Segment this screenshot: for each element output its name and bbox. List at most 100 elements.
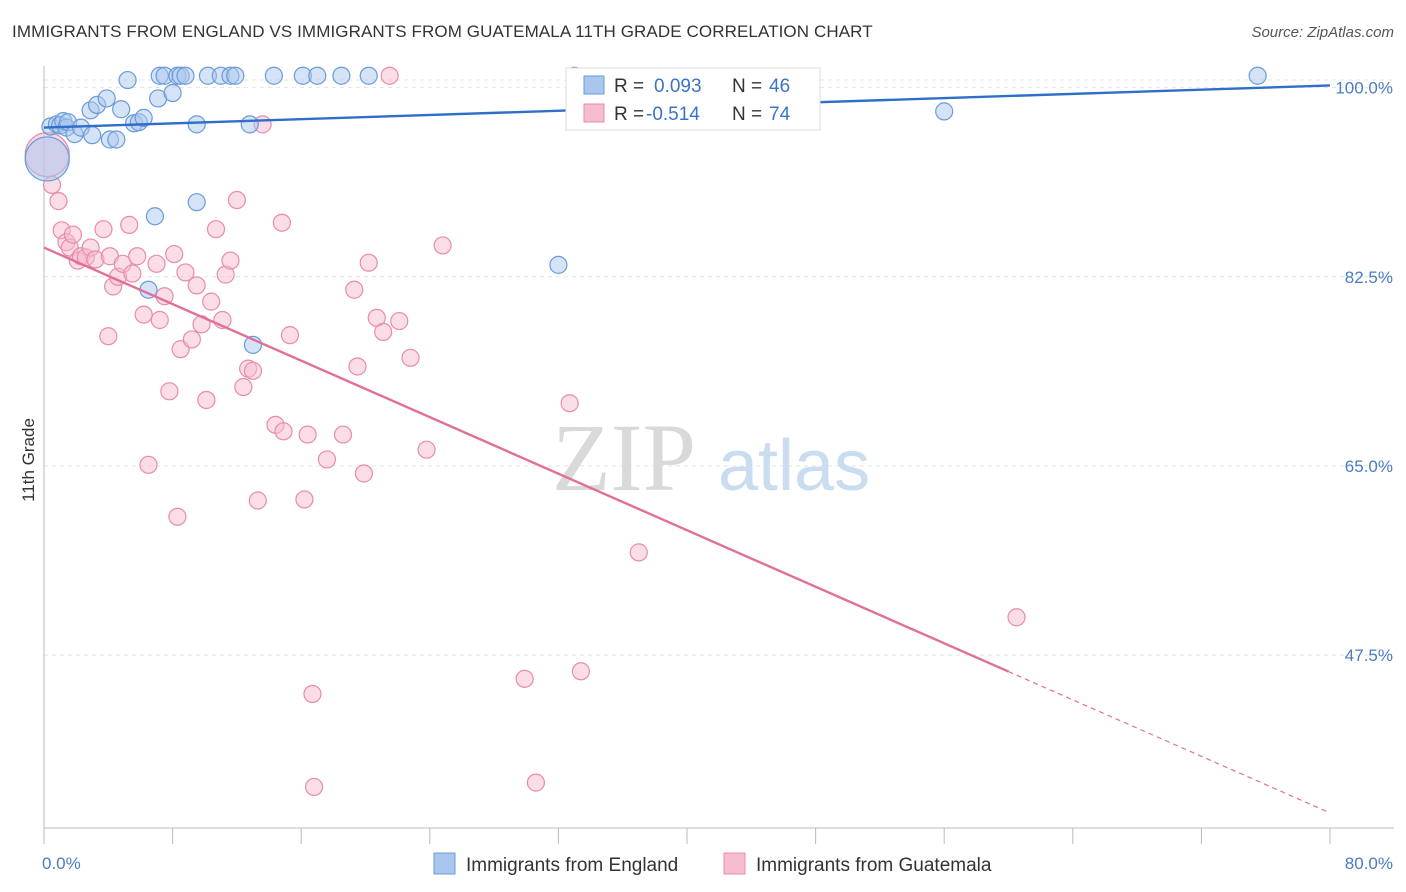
england-point bbox=[935, 102, 954, 121]
stats-guatemala-n-label: N = bbox=[732, 104, 762, 125]
guatemala-point bbox=[348, 357, 367, 376]
england-point bbox=[240, 115, 259, 134]
guatemala-point bbox=[206, 220, 226, 239]
guatemala-point bbox=[187, 276, 206, 295]
legend-england-swatch bbox=[433, 852, 456, 875]
england-point bbox=[226, 66, 245, 85]
guatemala-point bbox=[380, 66, 399, 85]
guatemala-point bbox=[243, 361, 263, 380]
guatemala-point bbox=[274, 422, 293, 441]
guatemala-point bbox=[227, 190, 246, 210]
guatemala-points bbox=[24, 66, 1026, 797]
stats-box-frame bbox=[565, 67, 821, 131]
england-point bbox=[1248, 66, 1267, 85]
legend-england-label: Immigrants from England bbox=[466, 855, 678, 876]
guatemala-trend-solid bbox=[43, 246, 1009, 673]
legend: Immigrants from England Immigrants from … bbox=[433, 852, 992, 876]
guatemala-point bbox=[571, 662, 591, 681]
source-label: Source: ZipAtlas.com bbox=[1251, 24, 1394, 41]
guatemala-point bbox=[345, 280, 364, 299]
guatemala-point bbox=[333, 425, 353, 444]
guatemala-point bbox=[298, 425, 317, 444]
guatemala-point bbox=[128, 247, 147, 266]
england-point bbox=[97, 89, 116, 108]
guatemala-point bbox=[120, 215, 139, 234]
stats-england-r-label: R = bbox=[614, 76, 644, 97]
guatemala-point bbox=[515, 669, 534, 688]
guatemala-point bbox=[123, 264, 142, 283]
guatemala-trend-dashed bbox=[1008, 670, 1331, 814]
watermark: ZIP atlas bbox=[552, 404, 870, 511]
guatemala-point bbox=[139, 455, 158, 474]
england-point bbox=[549, 255, 568, 274]
legend-guatemala-label: Immigrants from Guatemala bbox=[756, 855, 992, 876]
guatemala-point bbox=[147, 254, 166, 273]
guatemala-point bbox=[295, 490, 314, 509]
stats-england-r-value: 0.093 bbox=[654, 76, 702, 97]
england-point bbox=[145, 207, 165, 226]
guatemala-point bbox=[197, 390, 216, 410]
guatemala-point bbox=[99, 327, 118, 346]
guatemala-point bbox=[629, 543, 648, 562]
stats-england-swatch bbox=[583, 75, 605, 95]
guatemala-point bbox=[248, 491, 267, 510]
england-point bbox=[112, 100, 131, 119]
y-tick-label: 47.5% bbox=[1345, 646, 1393, 665]
england-point bbox=[163, 83, 182, 103]
england-point bbox=[176, 66, 195, 85]
guatemala-point bbox=[234, 377, 253, 397]
guatemala-point bbox=[150, 310, 169, 330]
guatemala-point bbox=[182, 330, 201, 349]
guatemala-point bbox=[49, 192, 68, 211]
axes: 100.0% 82.5% 65.0% 47.5% 0.0% 80.0% bbox=[42, 66, 1394, 873]
guatemala-point bbox=[134, 305, 153, 324]
guatemala-point bbox=[221, 251, 240, 270]
guatemala-point bbox=[433, 236, 452, 255]
england-point bbox=[83, 126, 102, 145]
guatemala-point bbox=[303, 684, 322, 704]
england-point bbox=[107, 130, 126, 149]
guatemala-point bbox=[401, 348, 420, 367]
guatemala-point bbox=[560, 394, 579, 413]
england-point bbox=[118, 70, 137, 90]
england-point bbox=[187, 115, 206, 134]
guatemala-point bbox=[160, 382, 179, 401]
england-point bbox=[24, 136, 70, 182]
stats-england-n-value: 46 bbox=[769, 76, 790, 97]
guatemala-point bbox=[165, 244, 184, 264]
guatemala-point bbox=[272, 213, 292, 232]
watermark-atlas: atlas bbox=[718, 426, 870, 506]
x-tick-label: 80.0% bbox=[1345, 854, 1393, 873]
guatemala-point bbox=[1007, 608, 1026, 627]
england-point bbox=[187, 193, 206, 212]
england-point bbox=[134, 108, 153, 127]
guatemala-point bbox=[374, 322, 393, 341]
guatemala-point bbox=[94, 220, 113, 239]
guatemala-point bbox=[280, 326, 300, 345]
guatemala-point bbox=[526, 773, 545, 792]
guatemala-point bbox=[304, 777, 324, 797]
england-point bbox=[308, 66, 327, 85]
stats-guatemala-n-value: 74 bbox=[769, 104, 791, 125]
guatemala-point bbox=[63, 225, 83, 244]
stats-guatemala-r-value: -0.514 bbox=[646, 104, 700, 125]
england-point bbox=[332, 66, 351, 85]
stats-england-n-label: N = bbox=[732, 76, 762, 97]
guatemala-point bbox=[417, 440, 436, 459]
y-tick-label: 65.0% bbox=[1345, 457, 1393, 476]
guatemala-point bbox=[168, 507, 187, 526]
chart-title: IMMIGRANTS FROM ENGLAND VS IMMIGRANTS FR… bbox=[12, 22, 873, 41]
y-tick-label: 82.5% bbox=[1345, 268, 1393, 287]
guatemala-point bbox=[390, 311, 409, 331]
y-axis-label: 11th Grade bbox=[19, 418, 38, 502]
stats-box: R = 0.093 N = 46 R = -0.514 N = 74 bbox=[565, 67, 821, 131]
england-point bbox=[264, 66, 283, 85]
england-point bbox=[359, 66, 378, 85]
stats-guatemala-r-label: R = bbox=[614, 104, 644, 125]
legend-guatemala-swatch bbox=[723, 852, 746, 875]
england-points bbox=[24, 66, 1267, 354]
x-tick-label: 0.0% bbox=[42, 854, 81, 873]
watermark-zip: ZIP bbox=[552, 404, 696, 511]
guatemala-point bbox=[317, 450, 337, 469]
